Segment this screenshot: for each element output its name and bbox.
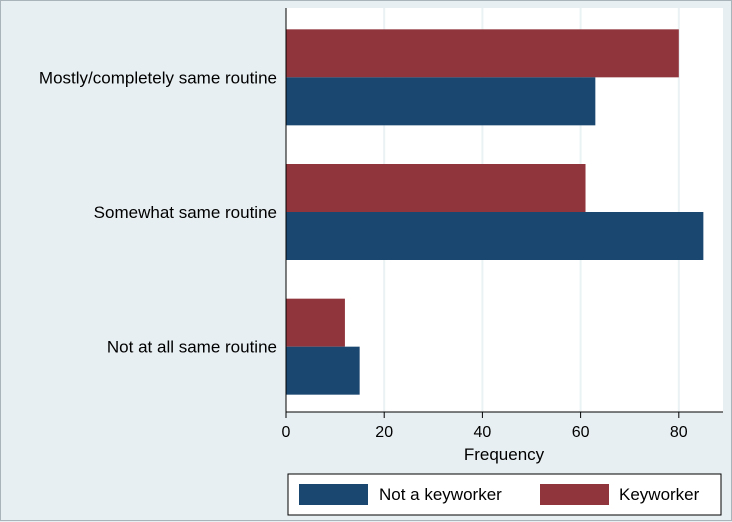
category-label: Mostly/completely same routine	[39, 68, 277, 87]
bar-not-keyworker	[286, 77, 596, 126]
bar-not-keyworker	[286, 346, 360, 395]
bars	[286, 29, 704, 395]
bar-keyworker	[286, 29, 679, 78]
legend-label-keyworker: Keyworker	[619, 485, 700, 504]
legend-swatch-keyworker	[540, 484, 609, 505]
category-labels: Mostly/completely same routine Somewhat s…	[39, 68, 277, 356]
x-tick-label: 40	[474, 424, 492, 441]
bar-keyworker	[286, 164, 586, 212]
category-label: Somewhat same routine	[94, 203, 277, 222]
x-axis-title: Frequency	[464, 445, 545, 464]
x-axis-ticks: 0 20 40 60 80	[282, 412, 688, 441]
bar-not-keyworker	[286, 212, 704, 260]
legend-label-not-keyworker: Not a keyworker	[379, 485, 502, 504]
legend-swatch-not-keyworker	[299, 484, 368, 505]
x-tick-label: 80	[670, 424, 688, 441]
legend: Not a keyworker Keyworker	[287, 473, 722, 516]
category-label: Not at all same routine	[107, 338, 277, 357]
x-tick-label: 60	[572, 424, 590, 441]
bar-keyworker	[286, 298, 345, 347]
x-tick-label: 20	[375, 424, 393, 441]
x-tick-label: 0	[282, 424, 291, 441]
